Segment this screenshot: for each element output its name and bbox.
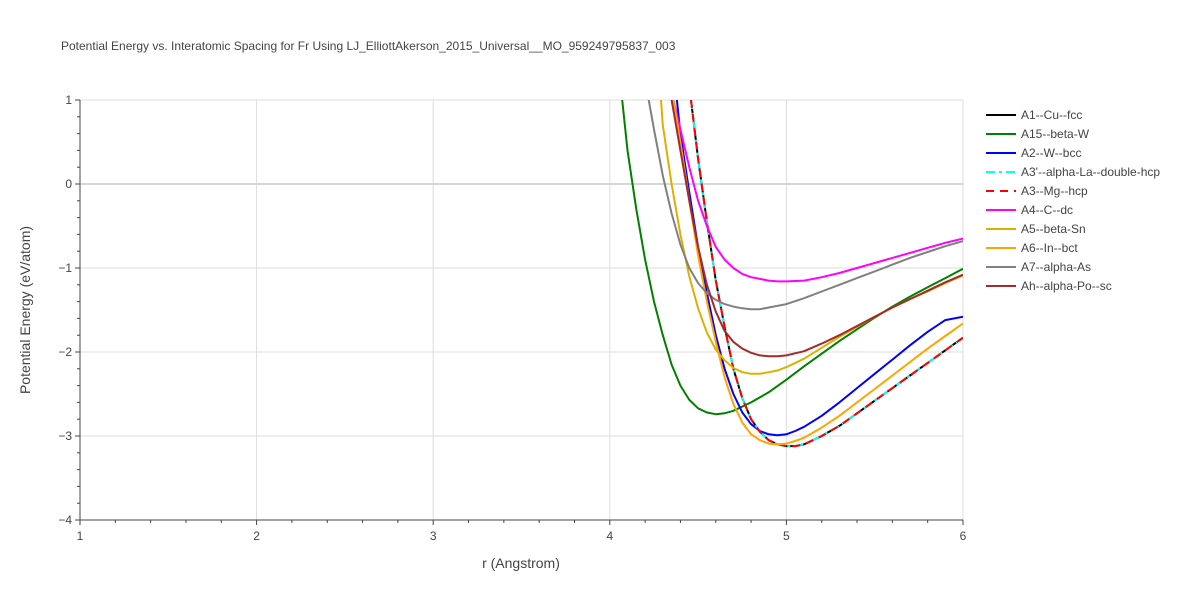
x-tick-label: 6 bbox=[960, 529, 967, 543]
legend-label: A3--Mg--hcp bbox=[1021, 184, 1088, 198]
x-tick-label: 2 bbox=[253, 529, 260, 543]
x-tick-label: 5 bbox=[783, 529, 790, 543]
series-line-4 bbox=[690, 100, 963, 448]
grid-lines bbox=[80, 99, 964, 520]
legend-label: A3'--alpha-La--double-hcp bbox=[1021, 165, 1160, 179]
series-line-9 bbox=[670, 100, 963, 358]
y-tick-label: −2 bbox=[58, 345, 72, 359]
series-lines bbox=[621, 100, 963, 448]
legend-label: A15--beta-W bbox=[1021, 127, 1090, 141]
legend-label: A4--C--dc bbox=[1021, 203, 1073, 217]
legend-label: A2--W--bcc bbox=[1021, 146, 1081, 160]
chart-title: Potential Energy vs. Interatomic Spacing… bbox=[61, 39, 676, 53]
x-tick-label: 3 bbox=[430, 529, 437, 543]
legend: A1--Cu--fcc A15--beta-W A2--W--bcc A3'--alp… bbox=[986, 108, 1160, 293]
x-tick-label: 1 bbox=[77, 529, 84, 543]
series-line-8 bbox=[647, 100, 963, 311]
y-tick-label: −1 bbox=[58, 261, 72, 275]
y-tick-label: 1 bbox=[65, 93, 72, 107]
legend-label: A5--beta-Sn bbox=[1021, 222, 1086, 236]
y-tick-label: −3 bbox=[58, 429, 72, 443]
series-line-5 bbox=[672, 100, 963, 283]
legend-label: A7--alpha-As bbox=[1021, 260, 1091, 274]
x-tick-label: 4 bbox=[606, 529, 613, 543]
legend-label: A1--Cu--fcc bbox=[1021, 108, 1082, 122]
axes: 1 2 3 4 5 6 −4 −3 −2 −1 0 1 bbox=[58, 93, 966, 543]
x-axis-label: r (Angstrom) bbox=[482, 555, 560, 571]
legend-label: A6--In--bct bbox=[1021, 241, 1078, 255]
series-line-7 bbox=[672, 100, 963, 446]
legend-label: Ah--alpha-Po--sc bbox=[1021, 279, 1112, 293]
y-tick-label: 0 bbox=[65, 177, 72, 191]
y-axis-label: Potential Energy (eV/atom) bbox=[17, 226, 33, 394]
y-tick-label: −4 bbox=[58, 513, 72, 527]
